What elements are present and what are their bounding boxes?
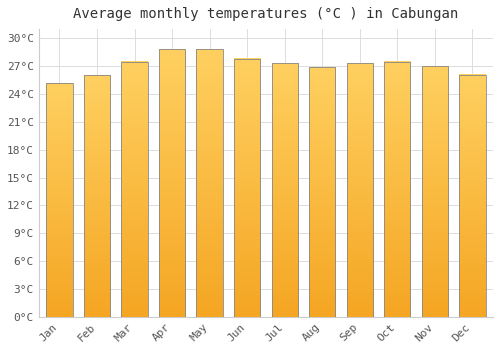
Bar bbox=[460, 75, 485, 317]
Bar bbox=[346, 63, 373, 317]
Bar bbox=[272, 63, 298, 317]
Bar bbox=[234, 59, 260, 317]
Bar bbox=[84, 76, 110, 317]
Bar bbox=[122, 62, 148, 317]
Bar bbox=[46, 83, 72, 317]
Bar bbox=[309, 67, 336, 317]
Title: Average monthly temperatures (°C ) in Cabungan: Average monthly temperatures (°C ) in Ca… bbox=[74, 7, 458, 21]
Bar bbox=[159, 49, 185, 317]
Bar bbox=[196, 49, 223, 317]
Bar bbox=[422, 66, 448, 317]
Bar bbox=[384, 62, 410, 317]
